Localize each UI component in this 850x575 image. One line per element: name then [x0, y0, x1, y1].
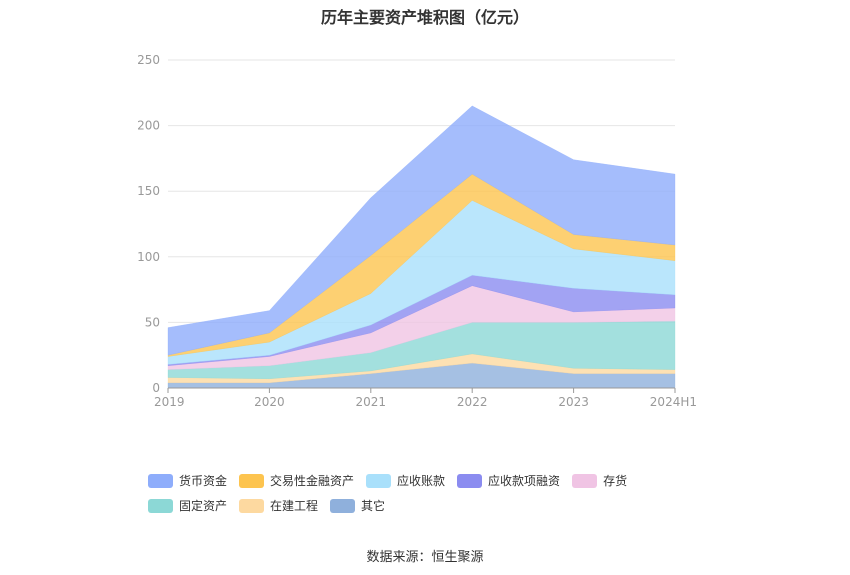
chart-plot: 0 50 100 150 200 250 2019 2020 2021 2022 2023 2024H…: [137, 53, 697, 409]
y-tick-label: 200: [137, 119, 160, 133]
x-tick-label: 2022: [457, 395, 488, 409]
legend-label: 存货: [603, 474, 628, 488]
y-tick-label: 0: [152, 381, 160, 395]
x-tick-label: 2024H1: [650, 395, 697, 409]
legend-label: 固定资产: [179, 499, 228, 513]
y-tick-label: 150: [137, 184, 160, 198]
legend-label: 其它: [361, 499, 386, 513]
area-series[interactable]: [167, 105, 676, 356]
legend-label: 在建工程: [270, 499, 319, 513]
legend-swatch: [239, 498, 265, 513]
legend-swatch: [148, 498, 173, 513]
legend-swatch: [457, 473, 483, 488]
chart-legend: 货币资金 交易性金融资产 应收账款 应收款项融资 存货固定资产 在建工程 其它: [148, 472, 728, 514]
legend-item[interactable]: 存货: [572, 472, 627, 489]
y-tick-label: 250: [137, 53, 160, 67]
x-tick-label: 2020: [254, 395, 285, 409]
legend-label: 货币资金: [179, 474, 228, 488]
legend-item[interactable]: 在建工程: [239, 497, 318, 514]
chart-title: 历年主要资产堆积图（亿元）: [320, 8, 529, 27]
legend-item[interactable]: 固定资产: [148, 497, 227, 514]
legend-label: 应收账款: [397, 474, 446, 488]
legend-item[interactable]: 应收款项融资: [457, 472, 560, 489]
legend-swatch: [239, 473, 265, 488]
legend-swatch: [572, 473, 598, 488]
legend-swatch: [148, 473, 173, 488]
legend-label: 应收款项融资: [488, 474, 561, 488]
legend-swatch: [366, 473, 392, 488]
legend-item[interactable]: 其它: [330, 497, 385, 514]
source-note: 数据来源：恒生聚源: [366, 550, 484, 565]
legend-label: 交易性金融资产: [270, 474, 355, 488]
x-tick-label: 2023: [558, 395, 589, 409]
x-tick-label: 2019: [154, 395, 185, 409]
legend-item[interactable]: 应收账款: [366, 472, 445, 489]
x-tick-label: 2021: [356, 395, 387, 409]
y-tick-label: 50: [145, 315, 160, 329]
legend-item[interactable]: 货币资金: [148, 472, 227, 489]
legend-swatch: [330, 498, 356, 513]
legend-item[interactable]: 交易性金融资产: [239, 472, 354, 489]
y-tick-label: 100: [137, 250, 160, 264]
